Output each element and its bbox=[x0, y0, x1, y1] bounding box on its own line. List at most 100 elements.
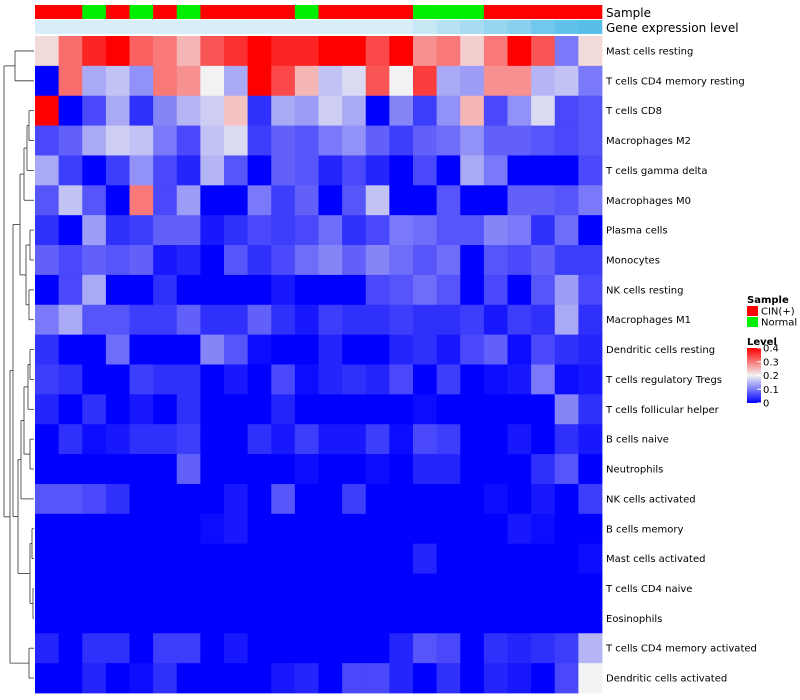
heatmap-cell bbox=[129, 454, 154, 485]
heatmap-cell bbox=[436, 483, 461, 515]
sample-annotation-cell bbox=[318, 5, 343, 19]
heatmap-cell bbox=[176, 424, 201, 455]
heatmap-cell bbox=[105, 483, 130, 515]
heatmap-cell bbox=[318, 125, 343, 156]
heatmap-cell bbox=[483, 454, 508, 485]
heatmap-cell bbox=[200, 543, 225, 574]
heatmap-cell bbox=[105, 155, 130, 186]
heatmap-cell bbox=[531, 215, 556, 246]
heatmap-cell bbox=[82, 513, 107, 545]
heatmap-cell bbox=[105, 274, 130, 306]
heatmap-cell bbox=[129, 304, 154, 336]
heatmap-cell bbox=[507, 334, 532, 365]
heatmap-cell bbox=[389, 483, 414, 515]
heatmap-cell bbox=[318, 663, 343, 694]
heatmap-cell bbox=[578, 125, 603, 156]
heatmap-cell bbox=[436, 663, 461, 694]
row-label: T cells gamma delta bbox=[605, 166, 707, 177]
heatmap-cell bbox=[176, 36, 201, 67]
heatmap-cell bbox=[436, 65, 461, 97]
sample-annotation-cell bbox=[247, 5, 272, 19]
heatmap-cell bbox=[200, 36, 225, 67]
heatmap-cell bbox=[507, 125, 532, 156]
heatmap-cell bbox=[129, 215, 154, 246]
heatmap-cell bbox=[224, 65, 249, 97]
heatmap-cell bbox=[105, 364, 130, 395]
row-label: T cells CD4 memory activated bbox=[605, 644, 757, 655]
heatmap-cell bbox=[531, 394, 556, 425]
heatmap-cell bbox=[531, 334, 556, 365]
heatmap-cell bbox=[271, 364, 296, 395]
heatmap-cell bbox=[271, 424, 296, 455]
heatmap-cell bbox=[483, 125, 508, 156]
heatmap-cell bbox=[507, 364, 532, 395]
heatmap-cell bbox=[82, 155, 107, 186]
level-annotation-cell bbox=[153, 20, 178, 34]
sample-track-label: Sample bbox=[606, 6, 651, 20]
sample-annotation-cell bbox=[389, 5, 414, 19]
heatmap-cell bbox=[413, 394, 438, 425]
heatmap-cell bbox=[294, 245, 319, 276]
legend-tick-label: 0.4 bbox=[763, 344, 779, 355]
heatmap-cell bbox=[224, 633, 249, 664]
heatmap-cell bbox=[105, 125, 130, 156]
heatmap-cell bbox=[365, 304, 390, 336]
heatmap-cell bbox=[247, 215, 272, 246]
heatmap-cell bbox=[554, 274, 579, 306]
heatmap-cell bbox=[129, 573, 154, 604]
heatmap-cell bbox=[531, 65, 556, 97]
heatmap-cell bbox=[294, 573, 319, 604]
heatmap-cell bbox=[389, 215, 414, 246]
level-track-label: Gene expression level bbox=[606, 21, 739, 35]
heatmap-cell bbox=[483, 274, 508, 306]
heatmap-cell bbox=[342, 245, 367, 276]
legend-swatch bbox=[747, 317, 758, 327]
heatmap-cell bbox=[365, 663, 390, 694]
heatmap-cell bbox=[436, 364, 461, 395]
heatmap-cell bbox=[342, 513, 367, 545]
heatmap-cell bbox=[105, 394, 130, 425]
heatmap-cell bbox=[105, 633, 130, 664]
row-label: Monocytes bbox=[606, 255, 660, 266]
heatmap-cell bbox=[342, 454, 367, 485]
heatmap-cell bbox=[342, 65, 367, 97]
heatmap-cell bbox=[224, 424, 249, 455]
heatmap-cell bbox=[389, 65, 414, 97]
heatmap-cell bbox=[318, 543, 343, 574]
heatmap-cell bbox=[82, 125, 107, 156]
heatmap-cell bbox=[58, 543, 83, 574]
heatmap-cell bbox=[271, 513, 296, 545]
level-annotation-cell bbox=[58, 20, 83, 34]
heatmap-cell bbox=[578, 36, 603, 67]
row-label: NK cells resting bbox=[606, 285, 683, 296]
heatmap-cell bbox=[483, 245, 508, 276]
heatmap-cell bbox=[554, 215, 579, 246]
heatmap-cell bbox=[247, 513, 272, 545]
sample-annotation-cell bbox=[129, 5, 154, 19]
heatmap-cell bbox=[507, 513, 532, 545]
heatmap-cell bbox=[224, 245, 249, 276]
heatmap-cell bbox=[413, 65, 438, 97]
heatmap-cell bbox=[365, 483, 390, 515]
heatmap-cell bbox=[483, 603, 508, 634]
heatmap-cell bbox=[153, 394, 178, 425]
heatmap-cell bbox=[82, 394, 107, 425]
heatmap-cell bbox=[224, 304, 249, 336]
heatmap-cell bbox=[342, 663, 367, 694]
heatmap-cell bbox=[58, 95, 83, 126]
heatmap-cell bbox=[578, 65, 603, 97]
heatmap-cell bbox=[342, 334, 367, 365]
heatmap-cell bbox=[460, 304, 485, 336]
heatmap-cell bbox=[318, 245, 343, 276]
level-annotation-cell bbox=[507, 20, 532, 34]
heatmap-cell bbox=[460, 36, 485, 67]
heatmap-cell bbox=[460, 483, 485, 515]
heatmap-cell bbox=[105, 603, 130, 634]
heatmap-cell bbox=[176, 125, 201, 156]
heatmap-cell bbox=[507, 573, 532, 604]
heatmap-cell bbox=[176, 513, 201, 545]
heatmap-cell bbox=[318, 454, 343, 485]
row-labels: Mast cells resting T cells CD4 memory res… bbox=[605, 46, 757, 684]
heatmap-cell bbox=[389, 304, 414, 336]
